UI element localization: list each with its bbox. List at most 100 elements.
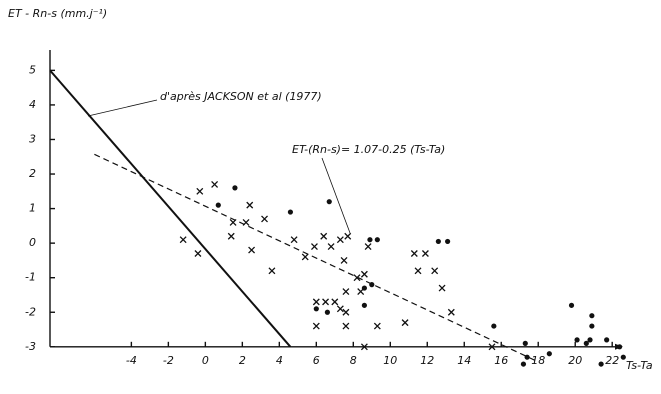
- dot-point: [574, 337, 580, 343]
- cross-point: [360, 270, 368, 278]
- dot-point: [215, 202, 221, 208]
- dot-point: [568, 302, 575, 308]
- dot-point: [374, 237, 380, 243]
- annotation: d'après JACKSON et al (1977): [160, 90, 322, 103]
- cross-point: [312, 322, 320, 330]
- dot-point: [324, 309, 331, 315]
- dot-point: [313, 306, 319, 312]
- dot-point: [367, 237, 373, 243]
- dot-point: [326, 199, 332, 205]
- cross-point: [373, 322, 381, 330]
- cross-point: [336, 236, 344, 244]
- cross-point: [340, 256, 348, 264]
- x-tick-label: 6: [313, 354, 320, 367]
- dot-point: [620, 354, 626, 360]
- x-tick-label: 10: [383, 354, 397, 367]
- leader-line: [321, 157, 351, 234]
- cross-point: [246, 201, 254, 209]
- y-tick-label: 2: [29, 167, 36, 180]
- cross-point: [211, 180, 219, 188]
- dot-point: [598, 361, 604, 367]
- cross-point: [227, 232, 235, 240]
- x-tick-label: 22: [605, 354, 619, 367]
- cross-point: [342, 322, 350, 330]
- dot-point: [435, 238, 441, 245]
- x-tick-label: 20: [568, 354, 582, 367]
- cross-point: [229, 218, 237, 226]
- cross-point: [310, 243, 318, 251]
- cross-point: [248, 246, 256, 254]
- dot-point: [369, 282, 375, 288]
- dot-point: [491, 323, 497, 329]
- dot-point: [587, 337, 593, 343]
- cross-point: [342, 308, 350, 316]
- cross-point: [320, 232, 328, 240]
- cross-point: [194, 250, 202, 257]
- cross-point: [431, 267, 439, 275]
- x-axis-label: Ts-Ta: [626, 359, 653, 372]
- cross-point: [344, 232, 352, 240]
- x-tick-label: 8: [350, 354, 357, 367]
- y-tick-label: -1: [25, 271, 36, 284]
- cross-point: [410, 250, 418, 257]
- y-axis-label: ET - Rn-s (mm.j⁻¹): [8, 7, 107, 20]
- x-tick-label: 12: [420, 354, 434, 367]
- x-tick-label: 0: [202, 354, 209, 367]
- y-tick-label: 1: [29, 202, 36, 215]
- x-tick-label: 18: [531, 354, 545, 367]
- dot-point: [589, 313, 595, 319]
- leader-line: [87, 99, 158, 117]
- x-tick-label: -4: [126, 354, 137, 367]
- cross-point: [414, 267, 422, 275]
- dot-point: [524, 354, 530, 360]
- dot-point: [520, 361, 527, 367]
- cross-point: [196, 187, 204, 195]
- fit-line: [94, 153, 537, 362]
- x-tick-label: 4: [276, 354, 283, 367]
- cross-point: [261, 215, 268, 223]
- cross-point: [331, 298, 339, 306]
- cross-point: [401, 319, 409, 327]
- y-tick-label: 3: [29, 132, 36, 145]
- annotation: ET-(Rn-s)= 1.07-0.25 (Ts-Ta): [292, 143, 445, 156]
- dot-point: [232, 185, 238, 191]
- dot-point: [522, 340, 528, 346]
- cross-point: [242, 218, 250, 226]
- dot-point: [583, 340, 589, 346]
- y-tick-label: -3: [25, 340, 36, 353]
- x-tick-label: 14: [457, 354, 471, 367]
- x-tick-label: -2: [163, 354, 174, 367]
- cross-point: [353, 274, 361, 282]
- y-tick-label: 5: [29, 63, 36, 76]
- cross-point: [336, 305, 344, 313]
- fit-line: [49, 69, 292, 348]
- cross-point: [438, 284, 446, 292]
- dot-point: [361, 285, 367, 291]
- dot-point: [361, 302, 367, 308]
- dot-point: [287, 209, 294, 215]
- y-tick-label: 0: [29, 236, 36, 249]
- dot-point: [589, 323, 595, 329]
- cross-point: [327, 243, 335, 251]
- dot-point: [604, 337, 610, 343]
- cross-point: [268, 267, 276, 275]
- cross-point: [179, 236, 187, 244]
- cross-point: [488, 343, 496, 351]
- x-tick-label: 16: [494, 354, 508, 367]
- y-tick-label: 4: [29, 98, 36, 111]
- dot-point: [445, 238, 451, 245]
- y-tick-label: -2: [25, 305, 36, 318]
- cross-point: [360, 343, 368, 351]
- cross-point: [342, 288, 350, 295]
- x-tick-label: 2: [239, 354, 246, 367]
- cross-point: [364, 243, 372, 251]
- cross-point: [322, 298, 330, 306]
- cross-point: [290, 236, 298, 244]
- cross-point: [301, 253, 309, 261]
- cross-point: [312, 298, 320, 306]
- cross-point: [421, 250, 429, 257]
- dot-point: [546, 351, 552, 357]
- dot-point: [617, 344, 623, 350]
- cross-point: [447, 308, 455, 316]
